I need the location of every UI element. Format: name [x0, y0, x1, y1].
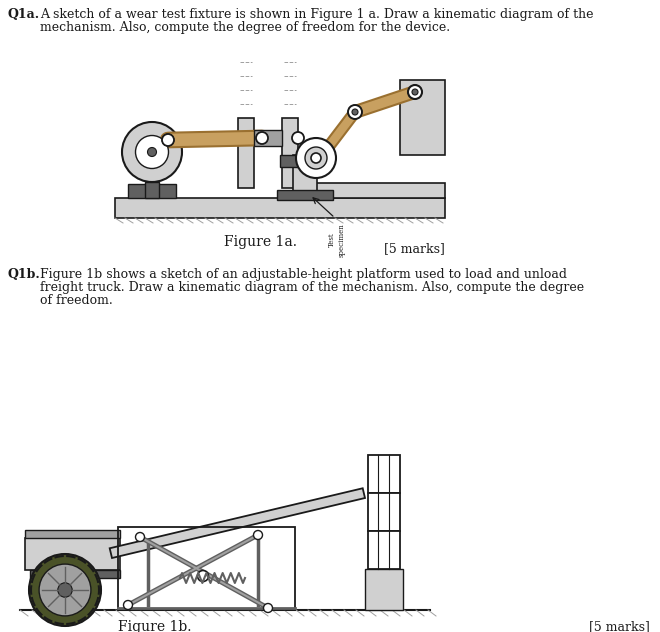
Text: of freedom.: of freedom.	[40, 294, 113, 307]
Circle shape	[29, 554, 101, 626]
Text: Figure 1b.: Figure 1b.	[118, 620, 192, 632]
Circle shape	[352, 109, 358, 115]
Bar	[300, 183, 445, 198]
Bar	[280, 155, 330, 167]
Bar	[30, 570, 120, 578]
Bar	[238, 118, 254, 188]
Polygon shape	[110, 489, 365, 558]
Circle shape	[305, 147, 327, 169]
Text: Q1b.: Q1b.	[8, 268, 41, 281]
Text: freight truck. Draw a kinematic diagram of the mechanism. Also, compute the degr: freight truck. Draw a kinematic diagram …	[40, 281, 584, 294]
Circle shape	[147, 147, 156, 157]
Bar	[368, 531, 400, 569]
Bar	[115, 198, 445, 218]
Bar	[145, 182, 159, 198]
Text: Q1a.: Q1a.	[8, 8, 40, 21]
Circle shape	[197, 571, 209, 581]
Bar	[128, 184, 176, 198]
Circle shape	[348, 105, 362, 119]
Circle shape	[58, 583, 72, 597]
Text: A sketch of a wear test fixture is shown in Figure 1 a. Draw a kinematic diagram: A sketch of a wear test fixture is shown…	[40, 8, 593, 21]
Text: Figure 1b shows a sketch of an adjustable-height platform used to load and unloa: Figure 1b shows a sketch of an adjustabl…	[40, 268, 567, 281]
Text: [5 marks]: [5 marks]	[384, 242, 445, 255]
Bar	[118, 527, 295, 610]
Circle shape	[123, 600, 133, 609]
Circle shape	[292, 132, 304, 144]
Circle shape	[39, 564, 91, 616]
Text: Test
specimen: Test specimen	[329, 223, 346, 257]
Text: [5 marks]: [5 marks]	[589, 620, 650, 632]
Bar	[365, 569, 403, 610]
Bar	[282, 118, 298, 188]
Circle shape	[253, 530, 263, 540]
Bar	[368, 493, 400, 531]
Bar	[368, 455, 400, 493]
Bar	[254, 130, 282, 146]
Circle shape	[162, 134, 174, 146]
Circle shape	[135, 135, 168, 169]
Circle shape	[296, 138, 336, 178]
Text: mechanism. Also, compute the degree of freedom for the device.: mechanism. Also, compute the degree of f…	[40, 21, 450, 34]
Circle shape	[311, 153, 321, 163]
Bar	[400, 80, 445, 155]
Circle shape	[263, 604, 273, 612]
Circle shape	[256, 132, 268, 144]
Bar	[25, 530, 120, 538]
Text: Figure 1a.: Figure 1a.	[224, 235, 296, 249]
Bar	[25, 538, 120, 570]
Circle shape	[162, 135, 174, 145]
Circle shape	[408, 85, 422, 99]
Circle shape	[135, 533, 145, 542]
Bar	[293, 155, 317, 200]
Bar	[277, 190, 333, 200]
Circle shape	[122, 122, 182, 182]
Circle shape	[412, 89, 418, 95]
